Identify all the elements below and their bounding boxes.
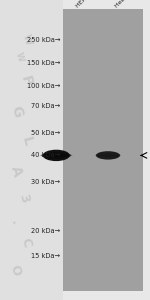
Ellipse shape (96, 151, 120, 160)
Text: 150 kDa→: 150 kDa→ (27, 60, 60, 66)
Text: 250 kDa→: 250 kDa→ (27, 38, 60, 44)
Ellipse shape (95, 153, 121, 158)
Bar (0, 0, 63, 300)
Text: HEK-293 cell: HEK-293 cell (75, 0, 106, 8)
Ellipse shape (41, 152, 71, 159)
Text: 15 kDa→: 15 kDa→ (31, 253, 60, 259)
Text: P: P (17, 74, 34, 88)
Text: G: G (8, 104, 25, 118)
Text: W: W (21, 32, 33, 46)
Ellipse shape (40, 154, 72, 157)
Text: 20 kDa→: 20 kDa→ (31, 228, 60, 234)
Text: HeLa cell: HeLa cell (114, 0, 138, 8)
Text: 40 kDa→: 40 kDa→ (31, 152, 60, 158)
Text: O: O (7, 263, 23, 277)
Text: 30 kDa→: 30 kDa→ (31, 179, 60, 185)
Text: 70 kDa→: 70 kDa→ (31, 103, 60, 109)
Ellipse shape (43, 150, 70, 161)
Text: A: A (8, 164, 25, 178)
Text: 100 kDa→: 100 kDa→ (27, 82, 60, 88)
Text: W: W (14, 51, 25, 63)
Text: 3: 3 (17, 192, 31, 204)
Text: 50 kDa→: 50 kDa→ (31, 130, 60, 136)
Text: .: . (8, 218, 22, 226)
Text: L: L (19, 135, 35, 147)
Text: C: C (18, 237, 33, 249)
Bar (63, 9, 142, 291)
